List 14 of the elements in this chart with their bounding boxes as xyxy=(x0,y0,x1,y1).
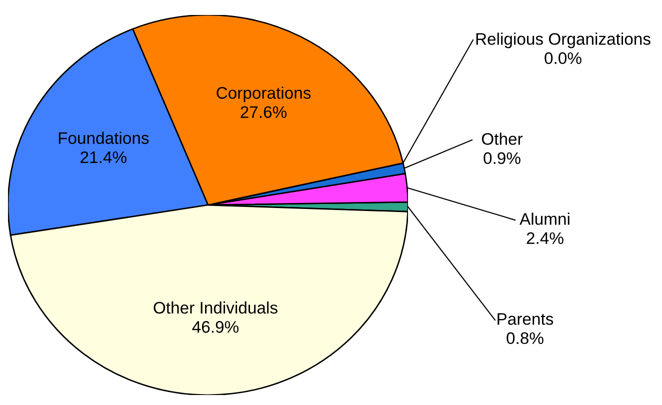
slice-label: Alumni xyxy=(520,212,570,225)
slice-label: Parents xyxy=(498,313,554,325)
data-label: 21.4% xyxy=(80,151,126,164)
data-label: 46.9% xyxy=(192,321,239,333)
slice-label: Corporations xyxy=(216,86,311,102)
text: 0.0% xyxy=(544,52,582,64)
slice-label: Foundations xyxy=(58,132,149,144)
data-label: 0.9% xyxy=(484,152,520,164)
data-label: 2.4% xyxy=(526,232,564,244)
data-label: 27.6% xyxy=(240,106,287,118)
data-label: 0.8% xyxy=(506,332,544,344)
slice-label: Other Individuals xyxy=(154,301,278,314)
category-label: Religious Organizations xyxy=(476,32,650,48)
slice-label: Other xyxy=(482,132,523,145)
